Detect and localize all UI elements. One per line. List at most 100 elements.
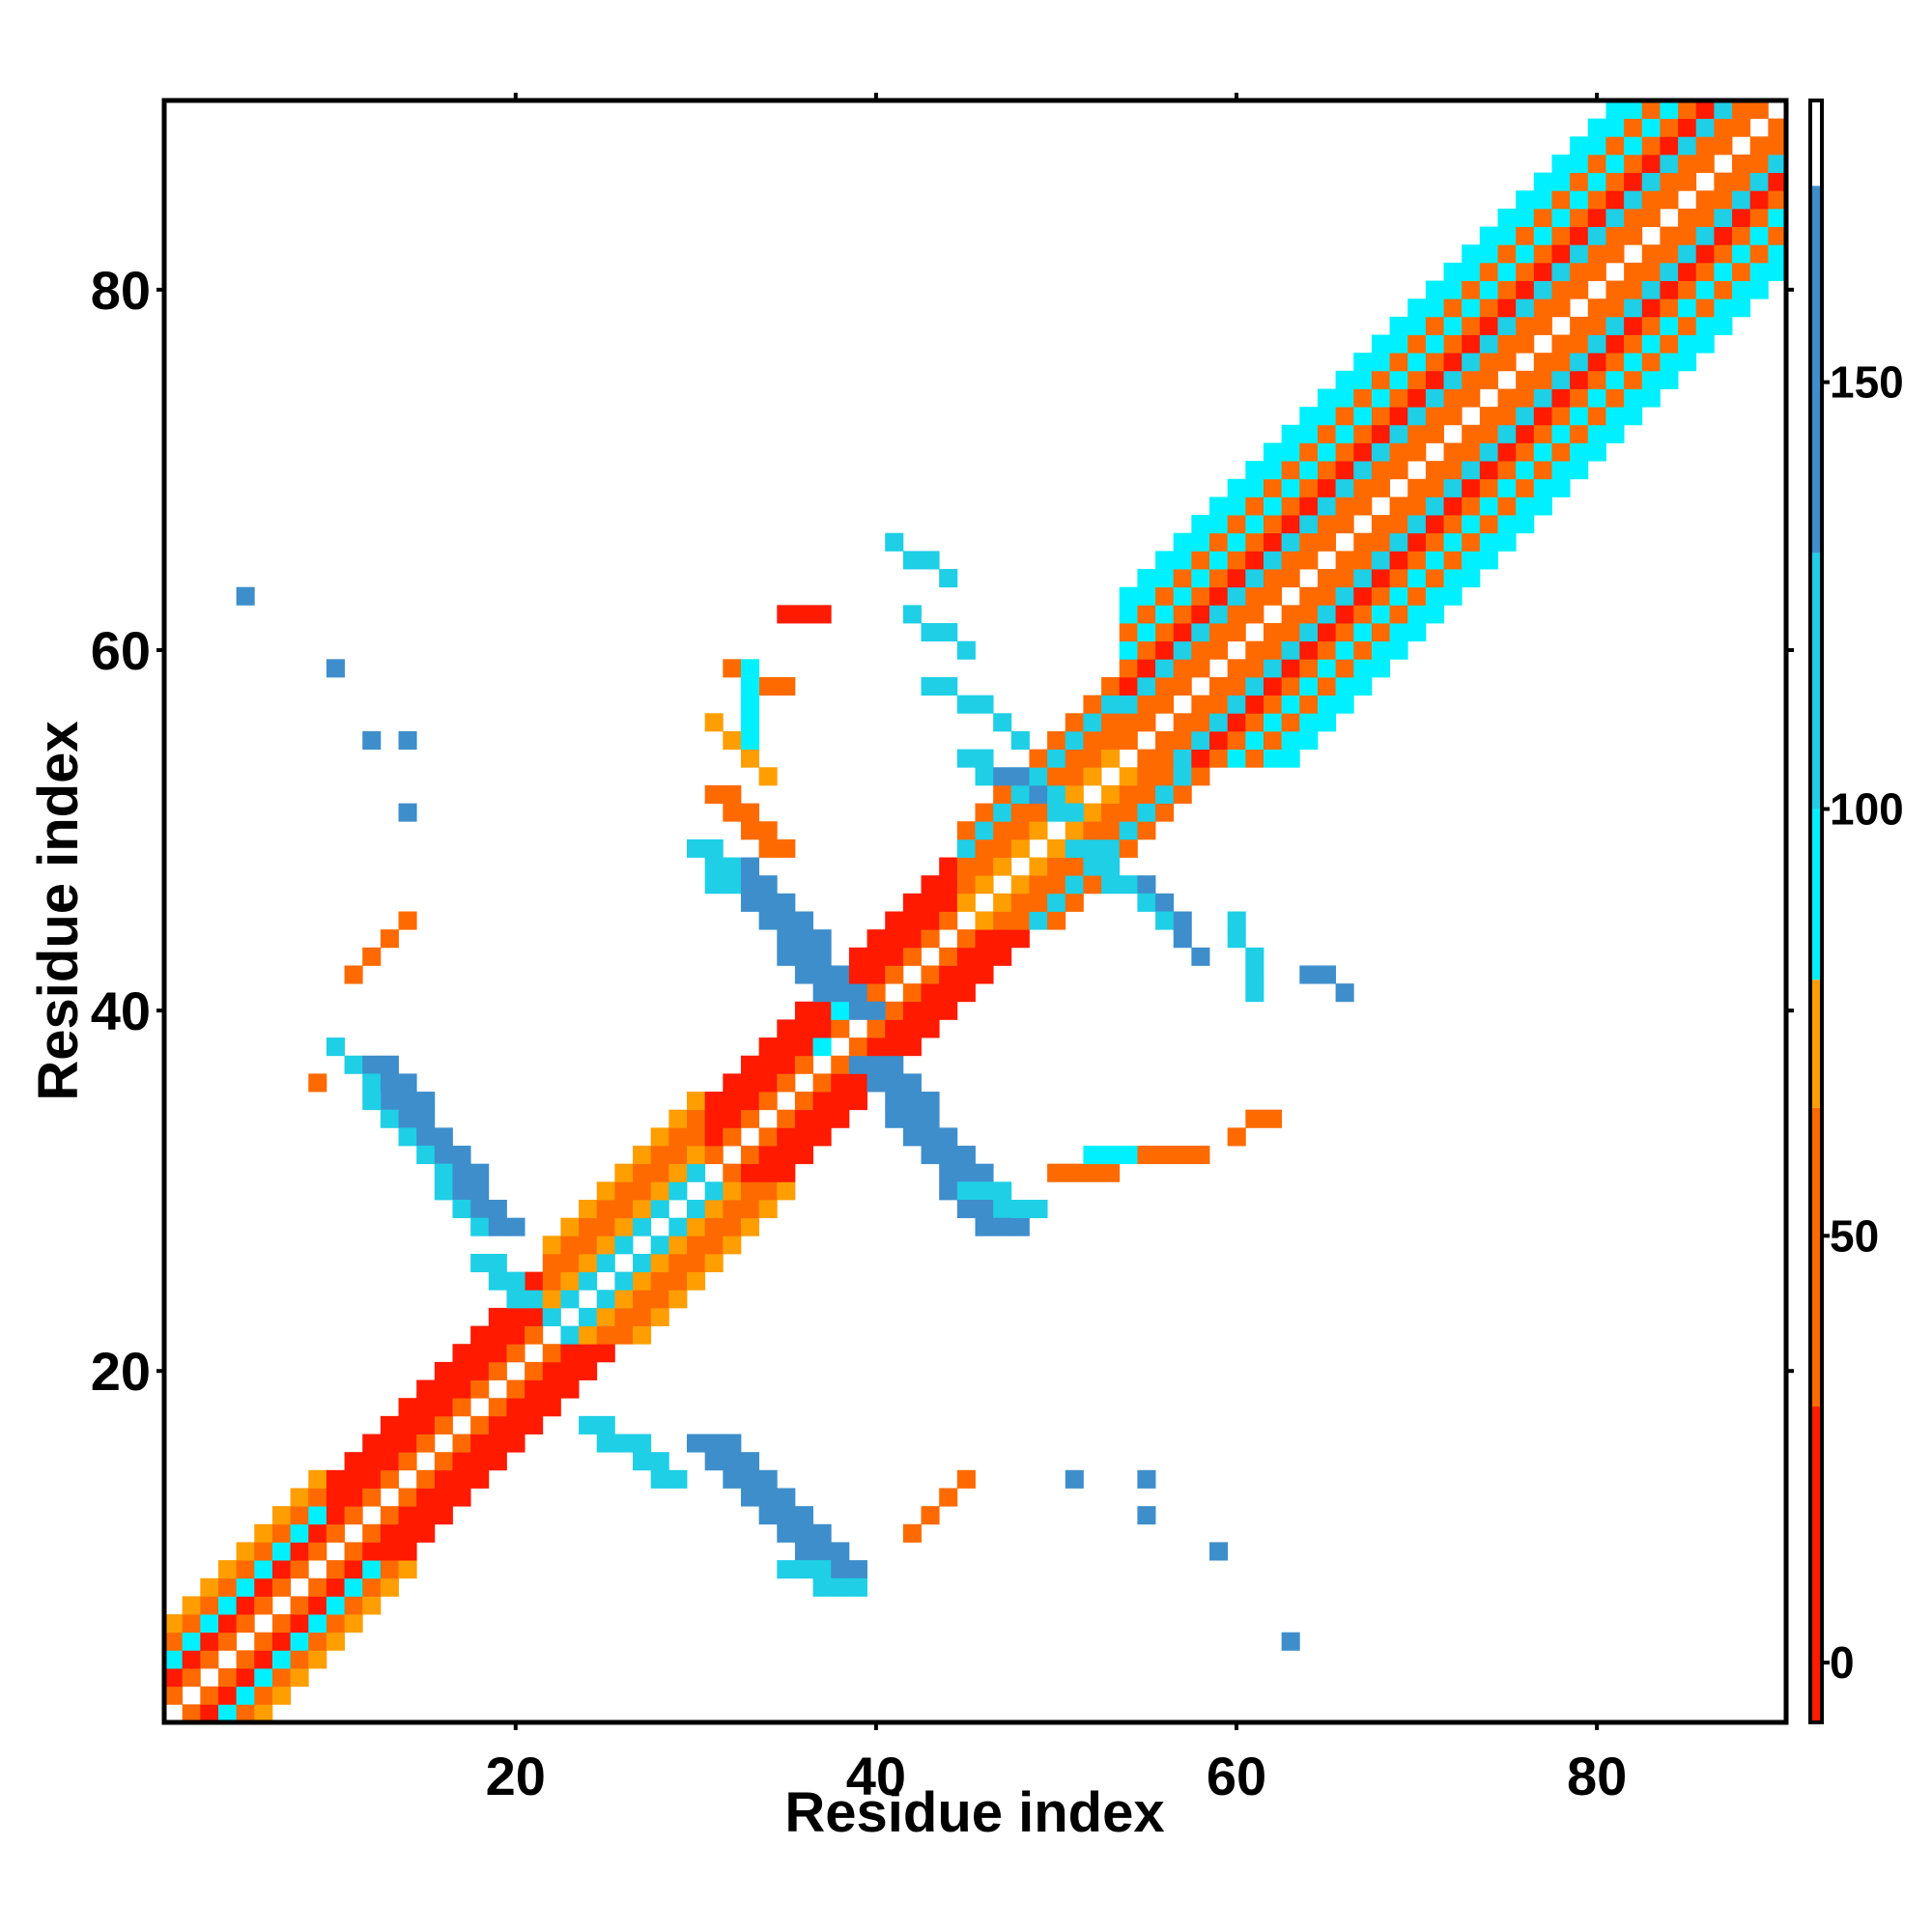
heatmap-cell [885, 1001, 904, 1020]
heatmap-cell [867, 947, 886, 966]
heatmap-cell [867, 965, 886, 984]
heatmap-cell [1227, 497, 1246, 516]
heatmap-cell [1624, 262, 1643, 281]
heatmap-cell [1317, 388, 1337, 408]
heatmap-cell [704, 1127, 724, 1147]
heatmap-cell [1551, 172, 1571, 191]
heatmap-cell [1101, 749, 1121, 768]
heatmap-cell [1335, 659, 1354, 678]
heatmap-cell [271, 1686, 291, 1705]
heatmap-cell [993, 767, 1012, 786]
heatmap-cell [956, 947, 976, 966]
heatmap-cell [614, 1163, 634, 1182]
heatmap-cell [1119, 659, 1138, 678]
heatmap-cell [740, 1199, 760, 1219]
heatmap-cell [1533, 226, 1552, 245]
heatmap-cell [1191, 515, 1210, 534]
heatmap-cell [308, 1523, 327, 1543]
heatmap-cell [1479, 262, 1498, 281]
heatmap-cell [416, 1109, 436, 1128]
heatmap-cell [1425, 551, 1444, 570]
heatmap-cell [848, 1055, 867, 1074]
heatmap-cell [1641, 118, 1661, 137]
heatmap-cell [470, 1434, 490, 1453]
heatmap-cell [1479, 280, 1498, 299]
heatmap-cell [290, 1632, 309, 1651]
heatmap-cell [452, 1434, 471, 1453]
heatmap-cell [1245, 1109, 1264, 1128]
heatmap-cell [1173, 1146, 1192, 1165]
heatmap-cell [362, 1560, 382, 1579]
heatmap-cell [1749, 262, 1769, 281]
heatmap-cell [1245, 461, 1264, 480]
heatmap-cell [1263, 442, 1283, 462]
heatmap-cell [993, 893, 1012, 912]
heatmap-cell [1119, 713, 1138, 732]
heatmap-cell [794, 1001, 813, 1020]
heatmap-cell [1678, 316, 1697, 335]
heatmap-cell [1209, 695, 1229, 714]
heatmap-cell [362, 1542, 382, 1561]
heatmap-cell [1083, 767, 1102, 786]
heatmap-cell [1389, 407, 1408, 426]
heatmap-cell [1497, 515, 1517, 534]
heatmap-cell [579, 1217, 598, 1236]
heatmap-cell [1425, 353, 1444, 372]
heatmap-cell [1010, 911, 1030, 930]
heatmap-cell [1714, 118, 1733, 137]
heatmap-cell [1695, 100, 1715, 120]
heatmap-cell [1695, 118, 1715, 137]
heatmap-cell [1137, 640, 1156, 660]
heatmap-cell [1371, 623, 1390, 642]
heatmap-cell [939, 569, 958, 588]
heatmap-cell [1137, 676, 1156, 696]
heatmap-cell [848, 965, 867, 984]
heatmap-cell [1263, 695, 1283, 714]
heatmap-cell [723, 1073, 742, 1093]
heatmap-cell [885, 929, 904, 949]
heatmap-cell [1227, 749, 1246, 768]
heatmap-cell [452, 1398, 471, 1417]
heatmap-cell [398, 1109, 417, 1128]
heatmap-cell [1714, 226, 1733, 245]
heatmap-cell [777, 1181, 796, 1201]
heatmap-cell [687, 1092, 706, 1111]
colorbar-tick-label: 0 [1830, 1637, 1855, 1688]
heatmap-cell [488, 1361, 507, 1380]
heatmap-cell [1516, 226, 1535, 245]
heatmap-cell [542, 1271, 561, 1291]
heatmap-cell [1425, 298, 1444, 318]
heatmap-cell [236, 586, 255, 606]
heatmap-cell [434, 1398, 453, 1417]
heatmap-cell [1317, 640, 1337, 660]
heatmap-cell [416, 1379, 436, 1399]
heatmap-cell [1533, 424, 1552, 443]
heatmap-cell [740, 1092, 760, 1111]
heatmap-cell [1551, 244, 1571, 264]
heatmap-cell [1516, 190, 1535, 210]
heatmap-cell [1570, 136, 1589, 156]
heatmap-cell [956, 640, 976, 660]
heatmap-cell [1245, 586, 1264, 606]
heatmap-cell [1749, 244, 1769, 264]
heatmap-cell [1245, 515, 1264, 534]
heatmap-cell [723, 857, 742, 876]
heatmap-cell [525, 1398, 544, 1417]
heatmap-cell [956, 1199, 976, 1219]
heatmap-cell [1317, 461, 1337, 480]
heatmap-cell [848, 1037, 867, 1057]
heatmap-cell [164, 1632, 184, 1651]
heatmap-cell [434, 1163, 453, 1182]
heatmap-cell [1497, 532, 1517, 552]
heatmap-cell [956, 1146, 976, 1165]
heatmap-cell [1119, 767, 1138, 786]
heatmap-cell [831, 1109, 850, 1128]
heatmap-cell [1516, 388, 1535, 408]
heatmap-cell [362, 730, 382, 750]
heatmap-cell [1425, 424, 1444, 443]
heatmap-cell [848, 1073, 867, 1093]
heatmap-cell [902, 1073, 922, 1093]
heatmap-cell [1479, 407, 1498, 426]
heatmap-cell [1479, 515, 1498, 534]
heatmap-cell [1462, 280, 1481, 299]
